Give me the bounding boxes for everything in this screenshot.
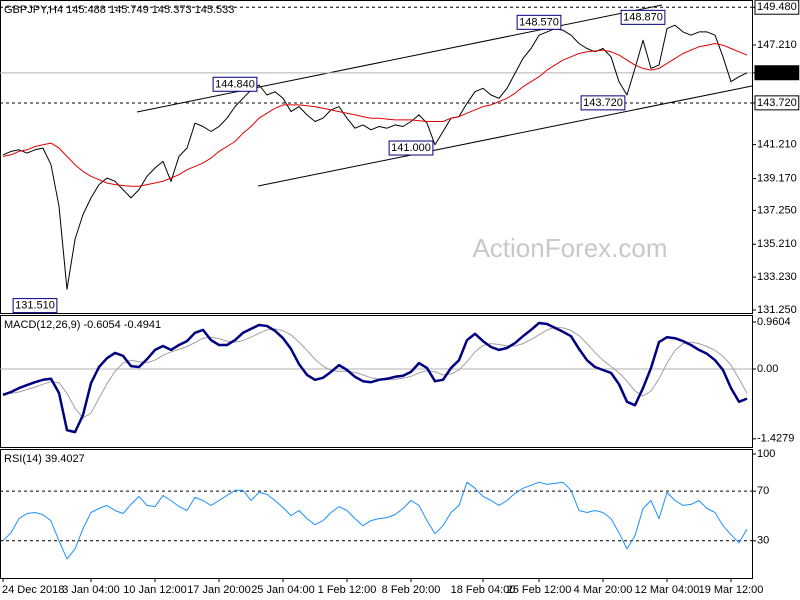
annotation-label: 148.570 [519,16,559,28]
panel-frame [0,449,753,579]
series-line [2,43,748,187]
annotation-label: 143.720 [583,97,623,109]
x-tick-label: 4 Mar 20:00 [574,584,633,596]
panel-title: MACD(12,26,9) -0.6054 -0.4941 [4,319,161,331]
panel-frame [0,315,753,448]
annotation-box [580,95,626,111]
y-tick-label: 131.250 [757,304,797,316]
x-tick-label: 18 Feb 04:00 [451,584,516,596]
x-tick-label: 3 Jan 04:00 [62,584,120,596]
annotation-box [388,140,434,156]
x-tick-label: 10 Jan 12:00 [123,584,187,596]
y-tick-label: 135.210 [757,238,797,250]
annotation-label: 144.840 [215,78,255,90]
annotation-label: 148.870 [623,11,663,23]
series-line [2,481,748,560]
x-tick-label: 19 Mar 12:00 [699,584,764,596]
annotation-box [516,14,562,30]
y-tick-label: 0.00 [757,363,778,375]
y-tick-label: 141.210 [757,139,797,151]
annotation-box [212,76,258,92]
y-tick-label: 30 [757,535,769,547]
panel-frame [0,0,753,314]
y-tick-label: 149.480 [757,1,797,13]
annotation-label: 141.000 [391,142,431,154]
series-line [2,321,748,434]
x-tick-label: 8 Feb 20:00 [382,584,441,596]
y-tick-label: 137.250 [757,204,797,216]
channel-upper [136,4,663,113]
price-box [754,0,800,15]
price-box [754,65,800,81]
y-tick-label: 145.533 [757,67,797,79]
y-tick-label: 147.210 [757,39,797,51]
x-tick-label: 25 Jan 04:00 [251,584,315,596]
y-tick-label: 139.170 [757,172,797,184]
x-tick-label: 1 Feb 12:00 [318,584,377,596]
y-tick-label: 143.720 [757,97,797,109]
x-tick-label: 17 Jan 20:00 [187,584,251,596]
x-tick-label: 24 Dec 2018 [2,584,64,596]
series-line [2,24,748,290]
x-tick-label: 25 Feb 12:00 [507,584,572,596]
panel-title: RSI(14) 39.4027 [4,453,85,465]
annotation-box [12,298,58,314]
annotation-label: 131.510 [15,300,55,312]
y-tick-label: 70 [757,485,769,497]
y-tick-label: 133.230 [757,271,797,283]
y-tick-label: 0.9604 [757,316,791,328]
price-box [754,95,800,111]
y-tick-label: 100 [757,448,775,460]
annotation-box [620,9,666,25]
channel-lower [257,85,753,187]
x-tick-label: 12 Mar 04:00 [635,584,700,596]
panel-title: GBPJPY,H4 145.488 145.749 145.373 145.53… [4,4,234,16]
watermark: ActionForex.com [472,233,667,263]
y-tick-label: -1.4279 [757,433,794,445]
